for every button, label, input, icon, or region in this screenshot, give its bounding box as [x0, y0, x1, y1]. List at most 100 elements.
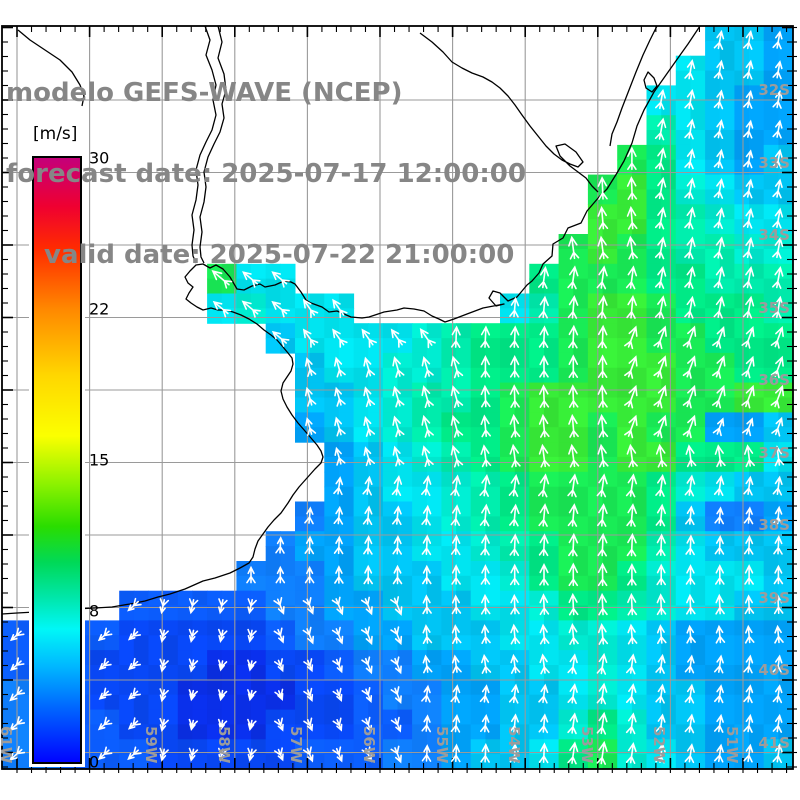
- wind-arrow: [773, 535, 783, 555]
- wind-arrow: [509, 503, 520, 527]
- wind-arrow: [567, 473, 579, 498]
- wind-arrow: [772, 30, 783, 50]
- wind-arrow: [450, 713, 461, 733]
- wind-arrow: [334, 386, 346, 407]
- wind-arrow: [715, 564, 725, 585]
- lon-label: 59W: [142, 726, 161, 764]
- wind-arrow: [713, 89, 725, 110]
- wind-arrow: [627, 563, 637, 586]
- wind-arrow: [451, 564, 461, 585]
- wind-arrow: [421, 445, 434, 468]
- wind-arrow: [626, 176, 638, 200]
- wind-arrow: [567, 503, 579, 527]
- wind-arrow: [567, 295, 579, 319]
- wind-arrow: [361, 687, 373, 703]
- wind-arrow: [654, 236, 667, 260]
- wind-arrow: [743, 59, 754, 80]
- wind-arrow: [247, 659, 257, 672]
- colorbar-tick-label: 22: [89, 299, 110, 319]
- wind-arrow: [509, 443, 521, 468]
- wind-arrow: [421, 414, 434, 438]
- wind-arrow: [538, 683, 549, 704]
- wind-arrow: [9, 745, 26, 761]
- wind-arrow: [159, 628, 169, 643]
- wind-arrow: [714, 743, 724, 763]
- wind-arrow: [654, 266, 667, 289]
- colorbar-tick-label: 0: [89, 752, 100, 772]
- wind-arrow: [390, 656, 402, 675]
- wind-arrow: [538, 295, 549, 319]
- wind-arrow: [567, 683, 578, 705]
- wind-arrow: [332, 298, 348, 319]
- wind-arrow: [772, 713, 783, 733]
- wind-arrow: [597, 384, 608, 408]
- wind-arrow: [304, 535, 315, 555]
- wind-arrow: [390, 626, 403, 646]
- wind-arrow: [742, 236, 754, 259]
- wind-arrow: [682, 325, 697, 350]
- wind-arrow: [363, 446, 375, 467]
- wind-arrow: [538, 533, 549, 557]
- wind-arrow: [273, 597, 285, 615]
- wind-arrow: [685, 444, 697, 468]
- wind-arrow: [624, 325, 638, 350]
- wind-arrows: [9, 29, 785, 765]
- wind-arrow: [334, 356, 346, 378]
- wind-arrow: [772, 743, 783, 764]
- wind-arrow: [567, 741, 579, 765]
- wind-arrow: [743, 684, 754, 704]
- lat-label: 32S: [758, 81, 790, 99]
- lon-label: 54W: [505, 726, 524, 764]
- wind-arrow: [451, 624, 462, 644]
- wind-arrow: [567, 265, 579, 290]
- lon-label: 58W: [214, 726, 233, 764]
- wind-arrow: [713, 236, 725, 260]
- wind-arrow: [626, 503, 637, 527]
- wind-arrow: [626, 532, 637, 557]
- wind-arrow: [419, 328, 436, 349]
- wind-arrow: [421, 475, 432, 496]
- coastline-path: [609, 25, 658, 147]
- lon-label: 51W: [723, 726, 741, 764]
- wind-arrow: [363, 386, 376, 408]
- wind-arrow: [772, 89, 783, 109]
- wind-arrow: [451, 654, 462, 674]
- wind-arrow: [274, 658, 284, 673]
- lon-label: 57W: [287, 726, 306, 764]
- wind-arrow: [624, 414, 638, 439]
- wind-arrow: [684, 206, 696, 230]
- wind-arrow: [212, 300, 232, 318]
- wind-arrow: [421, 504, 432, 526]
- coastline-path: [17, 29, 85, 107]
- wind-arrow: [655, 88, 666, 110]
- wind-arrow: [684, 713, 695, 734]
- wind-arrow: [655, 713, 666, 734]
- wind-arrow: [247, 718, 257, 732]
- wind-arrow: [539, 355, 549, 378]
- wind-arrow: [597, 562, 608, 587]
- wind-arrow: [450, 534, 461, 556]
- wind-arrow: [247, 747, 257, 762]
- wind-arrow: [361, 716, 373, 733]
- wind-arrow: [655, 653, 666, 674]
- wind-arrow: [390, 596, 403, 616]
- wind-arrow: [743, 713, 754, 733]
- wind-arrow: [568, 623, 579, 645]
- wind-arrow: [713, 177, 725, 199]
- wind-arrow: [772, 475, 783, 496]
- wind-arrow: [714, 654, 724, 674]
- lat-label: 36S: [758, 371, 790, 389]
- wind-arrow: [713, 29, 725, 50]
- wind-arrow: [392, 415, 405, 438]
- wind-arrow: [770, 326, 784, 349]
- wind-arrow: [480, 743, 490, 763]
- wind-arrow: [390, 686, 402, 704]
- wind-arrow: [361, 656, 373, 675]
- map-title: modelo GEFS-WAVE (NCEP) forecast date: 2…: [6, 26, 526, 323]
- wind-arrow: [568, 413, 579, 438]
- wind-arrow: [392, 505, 402, 526]
- wind-arrow: [713, 148, 725, 169]
- wind-arrow: [127, 628, 141, 641]
- wind-arrow: [627, 592, 638, 616]
